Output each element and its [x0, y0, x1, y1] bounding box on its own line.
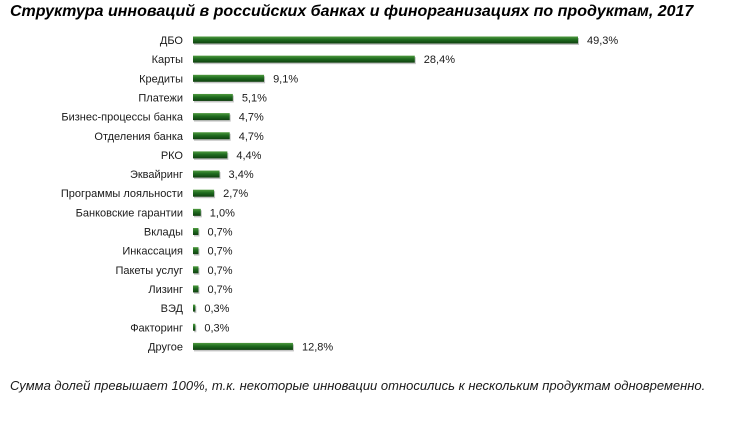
category-label: Факторинг	[130, 322, 183, 334]
category-label: Вклады	[144, 227, 183, 239]
bar	[193, 228, 199, 235]
bar	[193, 247, 199, 255]
bar	[193, 285, 199, 293]
bar	[193, 36, 578, 44]
bar	[193, 304, 196, 312]
bar	[193, 323, 196, 331]
value-label: 0,3%	[204, 303, 229, 315]
value-label: 4,7%	[239, 112, 264, 124]
bars-layer: ДБО 49,3% Карты 28,4% Кредиты 9,1% Платежи 5,1%…	[61, 35, 619, 353]
value-label: 1,0%	[210, 207, 235, 219]
value-label: 4,7%	[239, 131, 264, 143]
category-label: Кредиты	[139, 73, 183, 85]
category-label: Программы лояльности	[61, 188, 183, 200]
bar	[193, 93, 233, 101]
bar	[193, 113, 230, 121]
value-label: 3,4%	[229, 169, 254, 181]
category-label: ВЭД	[161, 303, 184, 315]
category-label: Эквайринг	[130, 169, 183, 181]
bar	[193, 342, 293, 350]
category-label: Бизнес-процессы банка	[61, 112, 184, 124]
bar	[193, 189, 215, 197]
category-label: Платежи	[138, 92, 183, 104]
bar	[193, 208, 201, 216]
bar-chart: ДБО 49,3% Карты 28,4% Кредиты 9,1% Платежи 5,1%…	[61, 35, 619, 353]
value-label: 5,1%	[242, 92, 267, 104]
value-label: 28,4%	[424, 54, 455, 66]
value-label: 9,1%	[273, 73, 298, 85]
value-label: 4,4%	[236, 150, 261, 162]
category-label: Другое	[148, 341, 183, 353]
value-label: 12,8%	[302, 341, 333, 353]
value-label: 0,7%	[207, 265, 232, 277]
bar	[193, 266, 199, 274]
category-label: Отделения банка	[94, 131, 183, 143]
category-label: Инкассация	[122, 246, 183, 258]
category-label: Банковские гарантии	[76, 207, 183, 219]
chart-footnote: Сумма долей превышает 100%, т.к. некотор…	[10, 378, 706, 393]
bar	[193, 132, 230, 140]
value-label: 0,7%	[207, 246, 232, 258]
category-label: Пакеты услуг	[115, 265, 183, 277]
value-label: 2,7%	[223, 188, 248, 200]
chart-title: Структура инноваций в российских банках …	[10, 3, 694, 20]
category-label: Лизинг	[148, 284, 183, 296]
bar	[193, 170, 220, 178]
category-label: РКО	[161, 150, 184, 162]
category-label: Карты	[152, 54, 183, 66]
value-label: 0,7%	[207, 284, 232, 296]
bar	[193, 151, 228, 159]
value-label: 49,3%	[587, 35, 618, 47]
bar	[193, 74, 265, 82]
value-label: 0,7%	[207, 227, 232, 239]
category-label: ДБО	[160, 35, 184, 47]
value-label: 0,3%	[204, 322, 229, 334]
bar	[193, 55, 415, 63]
